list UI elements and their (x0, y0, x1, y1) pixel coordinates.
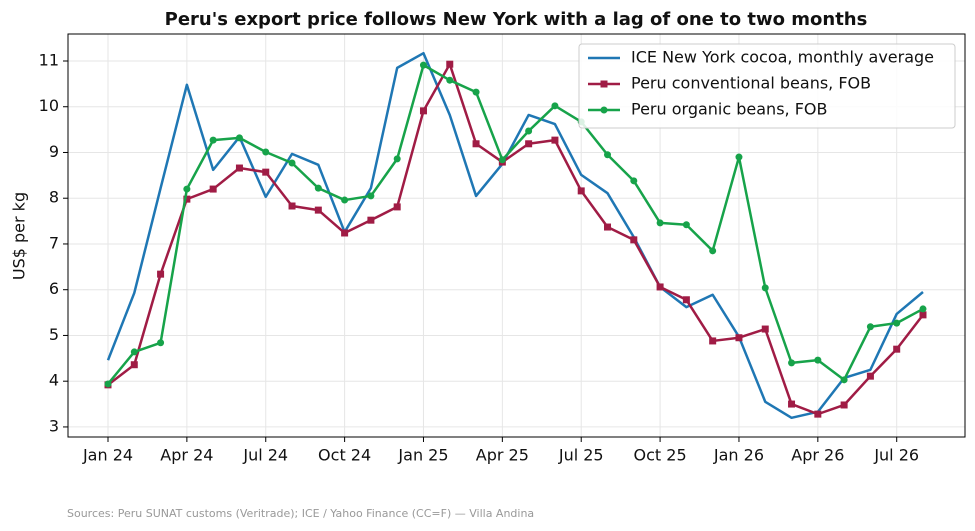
point-marker (235, 164, 243, 172)
series-line (107, 63, 924, 385)
legend-marker (600, 80, 608, 88)
point-marker (551, 136, 559, 144)
x-tick-label: Oct 24 (318, 446, 371, 465)
series-line (107, 62, 924, 416)
x-tick-label: Jan 26 (713, 446, 764, 465)
y-tick-label: 5 (49, 325, 59, 344)
point-marker (709, 247, 717, 255)
point-marker (314, 206, 322, 214)
point-marker (709, 337, 717, 345)
point-marker (446, 76, 454, 84)
point-marker (157, 339, 165, 347)
point-marker (604, 223, 612, 231)
point-marker (472, 88, 480, 96)
point-marker (314, 184, 322, 192)
point-marker (262, 168, 270, 176)
point-marker (525, 140, 533, 148)
y-tick-label: 3 (49, 416, 59, 435)
x-tick-label: Jul 26 (873, 446, 919, 465)
source-note: Sources: Peru SUNAT customs (Veritrade);… (67, 507, 534, 520)
point-marker (630, 177, 638, 185)
point-marker (393, 155, 401, 163)
point-marker (656, 283, 664, 291)
point-marker (104, 380, 112, 388)
point-marker (893, 345, 901, 353)
point-marker (419, 107, 427, 115)
point-marker (735, 153, 743, 161)
point-marker (893, 319, 901, 327)
point-marker (840, 401, 848, 409)
point-marker (235, 134, 243, 142)
legend-label: Peru organic beans, FOB (631, 100, 827, 119)
point-marker (814, 410, 822, 418)
point-marker (367, 192, 375, 200)
point-marker (183, 195, 191, 203)
point-marker (866, 372, 874, 380)
point-marker (446, 60, 454, 68)
x-tick-label: Apr 24 (160, 446, 213, 465)
legend-marker (600, 106, 608, 114)
x-tick-label: Jul 25 (558, 446, 604, 465)
point-marker (866, 323, 874, 331)
plot-frame (67, 33, 966, 438)
x-tick-label: Apr 26 (791, 446, 844, 465)
point-marker (761, 325, 769, 333)
point-marker (209, 185, 217, 193)
y-tick-label: 9 (49, 142, 59, 161)
y-tick-label: 11 (39, 50, 59, 69)
point-marker (262, 148, 270, 156)
point-marker (630, 236, 638, 244)
point-marker (761, 284, 769, 292)
point-marker (367, 216, 375, 224)
point-marker (209, 136, 217, 144)
point-marker (656, 219, 664, 227)
point-marker (551, 102, 559, 110)
x-tick-label: Oct 25 (634, 446, 687, 465)
point-marker (183, 185, 191, 193)
point-marker (341, 196, 349, 204)
point-marker (498, 156, 506, 164)
chart-title: Peru's export price follows New York wit… (165, 9, 868, 30)
point-marker (288, 202, 296, 210)
point-marker (814, 356, 822, 364)
point-marker (393, 203, 401, 211)
y-tick-label: 4 (49, 371, 59, 390)
point-marker (604, 151, 612, 159)
y-tick-label: 6 (49, 279, 59, 298)
point-marker (130, 361, 138, 369)
y-tick-label: 10 (39, 96, 59, 115)
point-marker (919, 305, 927, 313)
x-tick-label: Jan 24 (82, 446, 133, 465)
point-marker (840, 376, 848, 384)
point-marker (419, 61, 427, 69)
point-marker (682, 296, 690, 304)
legend-label: ICE New York cocoa, monthly average (631, 48, 934, 67)
x-tick-label: Jul 24 (242, 446, 288, 465)
point-marker (919, 311, 927, 319)
legend-label: Peru conventional beans, FOB (631, 74, 871, 93)
point-marker (577, 187, 585, 195)
point-marker (341, 229, 349, 237)
point-marker (525, 127, 533, 135)
point-marker (130, 348, 138, 356)
point-marker (157, 270, 165, 278)
series-line (106, 51, 924, 420)
point-marker (735, 334, 743, 342)
point-marker (288, 159, 296, 167)
x-tick-label: Jan 25 (397, 446, 448, 465)
y-tick-label: 7 (49, 233, 59, 252)
point-marker (788, 359, 796, 367)
point-marker (788, 400, 796, 408)
legend-box (578, 43, 956, 129)
y-tick-label: 8 (49, 188, 59, 207)
y-axis-label: US$ per kg (10, 192, 29, 280)
point-marker (682, 221, 690, 229)
x-tick-label: Apr 25 (476, 446, 529, 465)
point-marker (472, 140, 480, 148)
